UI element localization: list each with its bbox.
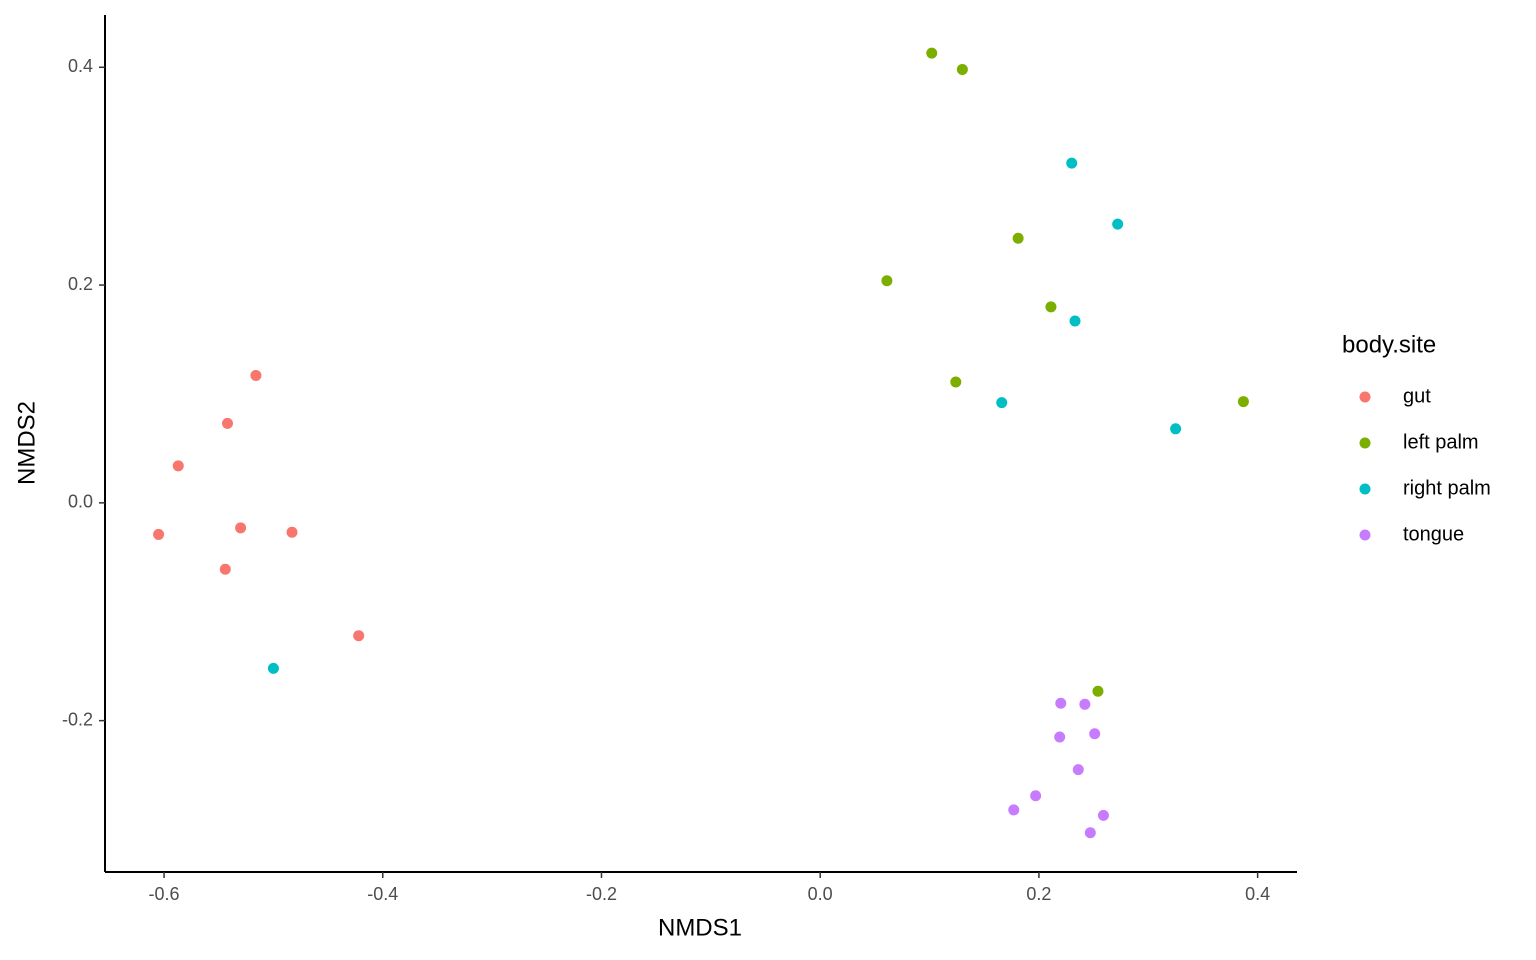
y-tick-label: 0.2 bbox=[68, 274, 93, 294]
point bbox=[1055, 697, 1067, 709]
point bbox=[250, 369, 262, 381]
x-axis-title: NMDS1 bbox=[658, 914, 742, 941]
point bbox=[286, 526, 298, 538]
point bbox=[267, 662, 279, 674]
legend-title: body.site bbox=[1342, 331, 1436, 358]
point bbox=[219, 563, 231, 575]
legend-marker bbox=[1359, 437, 1371, 449]
legend-label: left palm bbox=[1403, 431, 1479, 453]
x-tick-label: 0.2 bbox=[1026, 884, 1051, 904]
point bbox=[956, 63, 968, 75]
point bbox=[1012, 232, 1024, 244]
point bbox=[1045, 301, 1057, 313]
point bbox=[221, 417, 233, 429]
legend-label: right palm bbox=[1403, 477, 1491, 499]
point bbox=[1054, 731, 1066, 743]
x-tick-label: -0.4 bbox=[367, 884, 398, 904]
point bbox=[881, 275, 893, 287]
point bbox=[1084, 827, 1096, 839]
point bbox=[1072, 764, 1084, 776]
point bbox=[1008, 804, 1020, 816]
x-tick-label: -0.2 bbox=[586, 884, 617, 904]
point bbox=[1030, 790, 1042, 802]
legend-marker bbox=[1359, 529, 1371, 541]
y-tick-label: -0.2 bbox=[62, 709, 93, 729]
point bbox=[1069, 315, 1081, 327]
point bbox=[353, 630, 365, 642]
point bbox=[1092, 685, 1104, 697]
point bbox=[235, 522, 247, 534]
y-tick-label: 0.0 bbox=[68, 492, 93, 512]
point bbox=[1097, 809, 1109, 821]
legend-label: gut bbox=[1403, 385, 1431, 407]
point bbox=[1066, 157, 1078, 169]
point bbox=[1170, 423, 1182, 435]
y-tick-label: 0.4 bbox=[68, 56, 93, 76]
point bbox=[153, 528, 165, 540]
point bbox=[1112, 218, 1124, 230]
legend-label: tongue bbox=[1403, 523, 1464, 545]
point bbox=[996, 397, 1008, 409]
point bbox=[1079, 698, 1091, 710]
legend-marker bbox=[1359, 483, 1371, 495]
point bbox=[1237, 396, 1249, 408]
y-axis-title: NMDS2 bbox=[13, 401, 40, 485]
legend-marker bbox=[1359, 391, 1371, 403]
point bbox=[950, 376, 962, 388]
point bbox=[1089, 728, 1101, 740]
x-tick-label: 0.0 bbox=[808, 884, 833, 904]
point bbox=[926, 47, 938, 59]
point bbox=[172, 460, 184, 472]
x-tick-label: -0.6 bbox=[149, 884, 180, 904]
x-tick-label: 0.4 bbox=[1245, 884, 1270, 904]
